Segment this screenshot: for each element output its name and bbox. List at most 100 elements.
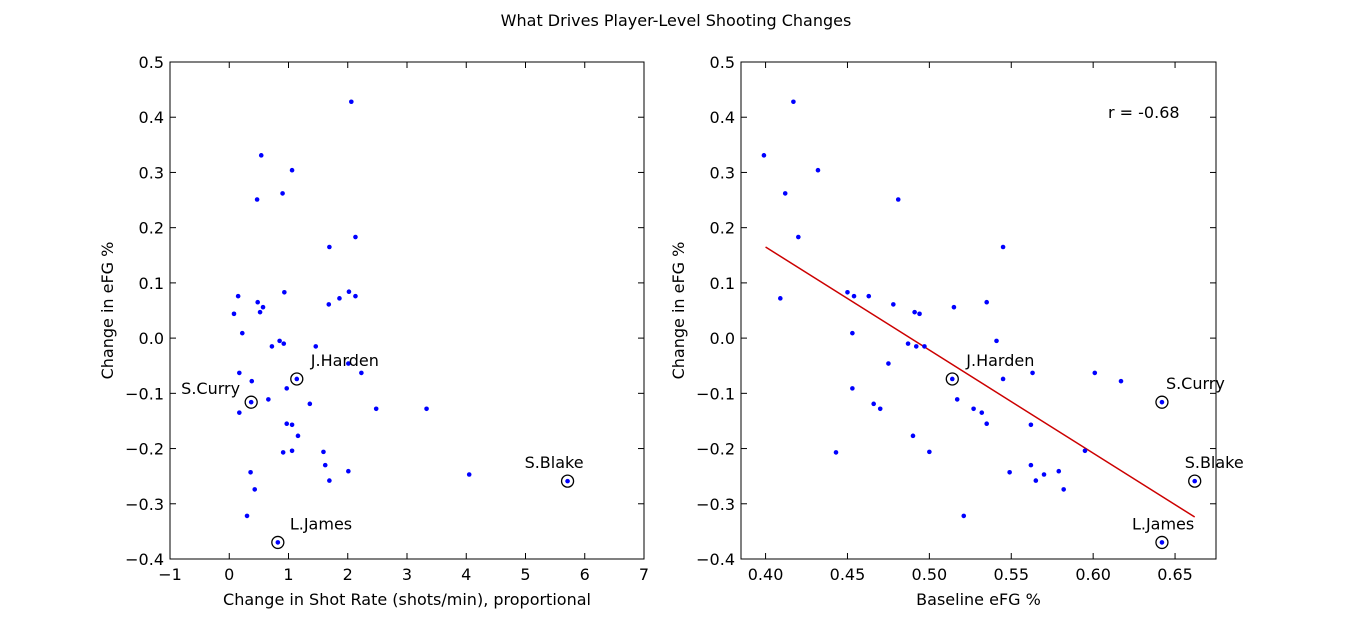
data-point [346,361,351,366]
data-point [905,341,911,346]
data-point [346,468,351,474]
data-point [782,191,788,196]
y-tick-label: −0.2 [125,440,164,459]
data-point [971,406,976,412]
data-point [910,433,916,439]
data-point [289,422,295,428]
data-point [284,386,290,391]
highlight-point [1159,399,1165,405]
data-point [886,361,891,366]
highlight-ring [1155,395,1169,409]
highlight-point [1159,540,1165,545]
x-tick-label: 7 [639,565,649,584]
player-label: S.Blake [525,453,584,472]
x-tick-label: 0.55 [993,565,1029,584]
data-point [258,153,264,158]
highlight-point [275,540,281,545]
y-axis-label: Change in eFG % [98,242,117,380]
highlight-ring [945,372,959,386]
data-point [1028,462,1034,468]
data-point [796,234,801,240]
left-scatter-panel: −1 0 1 2 3 4 5 6 7 −0.4 −0.3 −0.2 −0.1 0.0 0.1 0.2 0.3 0.… [98,53,649,609]
data-point [337,296,342,301]
data-point [231,311,237,317]
y-tick-label: 0.0 [139,329,164,348]
data-point [791,99,796,105]
data-point [954,397,960,402]
y-tick-label: 0.3 [139,163,164,182]
x-tick-label: 0.45 [830,565,866,584]
data-point [235,293,241,299]
data-point [877,406,883,412]
data-point [321,449,326,455]
y-tick-label: −0.4 [125,550,164,569]
y-tick-label: 0.2 [139,219,164,238]
data-point [326,302,332,307]
data-point [424,406,429,412]
data-point [284,421,290,427]
data-point [951,304,957,310]
data-point [895,197,901,202]
data-point [761,153,767,158]
regression-line [765,246,1196,518]
data-point [327,478,332,483]
x-tick-label: 6 [580,565,590,584]
highlight-ring [271,535,285,550]
player-label: L.James [1132,514,1194,533]
player-label: L.James [290,514,352,533]
data-point [994,338,999,344]
data-point [353,293,358,299]
data-point [280,191,285,196]
x-tick-label: 4 [461,565,471,584]
player-label: S.Curry [181,379,240,398]
data-point [313,344,319,349]
y-tick-label: 0.2 [710,219,735,238]
highlight-point [565,478,570,484]
data-point [466,472,472,477]
x-tick-label: 0 [224,565,234,584]
data-point [248,470,253,475]
y-tick-label: 0.3 [710,163,735,182]
data-point [327,244,332,250]
data-point [1028,422,1034,428]
y-tick-label: 0.4 [139,108,164,127]
data-point [778,296,783,301]
data-point [281,341,287,346]
highlight-ring [560,474,575,488]
data-point [1118,378,1124,384]
x-tick-label: 0.50 [912,565,948,584]
data-point [255,299,260,305]
data-point [249,378,255,384]
highlight-point [949,376,955,382]
player-label: J.Harden [965,351,1034,370]
data-point [359,370,364,376]
y-tick-label: −0.3 [696,495,735,514]
data-point [239,330,245,336]
y-tick-label: 0.5 [710,53,735,72]
y-tick-label: −0.2 [696,440,735,459]
right-scatter-panel: 0.40 0.45 0.50 0.55 0.60 0.65 −0.4 −0.3 −0.2 −0.1… [669,53,1244,609]
data-point [269,344,275,349]
data-point [1056,468,1062,474]
data-point [871,401,876,407]
data-point [237,370,242,376]
figure-title: What Drives Player-Level Shooting Change… [501,11,852,30]
data-point [891,302,896,307]
x-tick-label: 0.60 [1075,565,1111,584]
data-point [373,406,379,412]
highlight-ring [1188,474,1202,488]
data-point [1061,487,1066,492]
y-tick-label: −0.3 [125,495,164,514]
data-point [866,293,872,299]
data-point [1092,370,1098,376]
data-point [244,513,250,519]
highlight-ring [290,372,304,386]
data-point [922,344,927,349]
highlight-point [248,399,254,405]
x-tick-label: 5 [520,565,530,584]
data-point [1033,478,1039,483]
data-point [280,450,286,455]
highlight-point [1192,478,1198,484]
data-point [815,167,821,173]
